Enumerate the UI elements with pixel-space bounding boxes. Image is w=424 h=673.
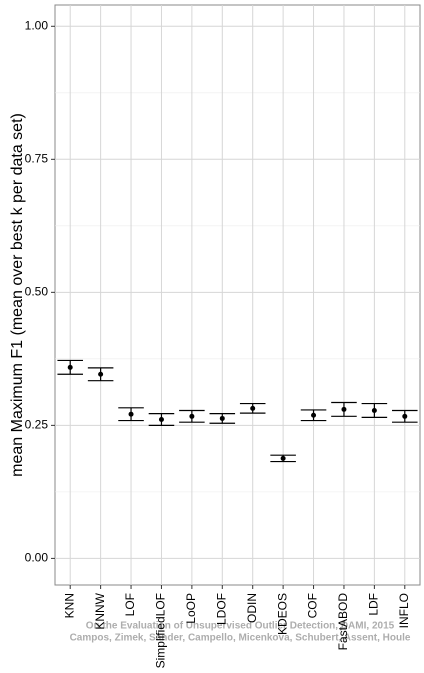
point xyxy=(219,415,225,421)
point xyxy=(371,407,377,413)
x-tick-label: INFLO xyxy=(397,593,411,628)
y-tick-label: 0.50 xyxy=(25,285,49,299)
watermark: Campos, Zimek, Sander, Campello, Micenko… xyxy=(70,633,411,644)
point xyxy=(67,364,73,370)
point xyxy=(250,405,256,411)
x-tick-label: KNN xyxy=(62,593,76,618)
point xyxy=(158,417,164,423)
x-tick-label: ODIN xyxy=(245,593,259,623)
point xyxy=(311,412,317,418)
plot-panel xyxy=(54,4,421,586)
x-tick-label: SimplifiedLOF xyxy=(154,593,168,668)
point xyxy=(98,371,104,377)
marks xyxy=(57,359,418,463)
x-tick-label: KNNW xyxy=(93,592,107,629)
y-tick-label: 1.00 xyxy=(25,18,49,32)
y-axis-title: mean Maximum F1 (mean over best k per da… xyxy=(9,113,26,477)
x-tick-label: LDF xyxy=(367,593,381,616)
x-tick-label: LoOP xyxy=(184,593,198,624)
point xyxy=(402,413,408,419)
y-tick-label: 0.75 xyxy=(25,151,49,165)
watermark: On the Evaluation of Unsupervised Outlie… xyxy=(86,621,395,632)
x-tick-label: COF xyxy=(306,593,320,618)
point xyxy=(189,413,195,419)
point xyxy=(341,406,347,412)
x-tick-label: LOF xyxy=(123,593,137,616)
point xyxy=(128,411,134,417)
x-tick-label: KDEOS xyxy=(275,593,289,635)
y-tick-label: 0.00 xyxy=(25,551,49,565)
y-tick-label: 0.25 xyxy=(25,418,49,432)
point xyxy=(280,455,286,461)
x-tick-label: LDOF xyxy=(214,593,228,625)
grid xyxy=(55,5,420,585)
x-tick-label: FastABOD xyxy=(336,593,350,651)
